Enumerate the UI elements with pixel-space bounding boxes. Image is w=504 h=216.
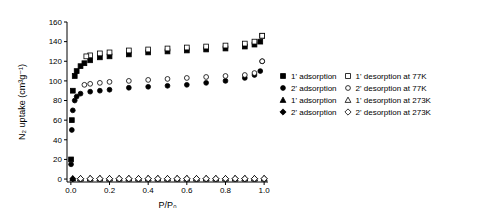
svg-text:0: 0 bbox=[58, 175, 63, 184]
html-text:1' desorption at 273K: 1' desorption at 273K bbox=[355, 95, 431, 105]
html-text:2' adsorption: 2' adsorption bbox=[291, 83, 337, 93]
html-text:1' adsorption: 1' adsorption bbox=[291, 71, 337, 81]
svg-text:0.8: 0.8 bbox=[220, 186, 232, 195]
html-text:1' desorption at 77K: 1' desorption at 77K bbox=[355, 71, 427, 81]
svg-text:160: 160 bbox=[49, 18, 63, 27]
svg-text:N₂ uptake (cm³g⁻¹): N₂ uptake (cm³g⁻¹) bbox=[17, 64, 27, 140]
svg-text:140: 140 bbox=[49, 37, 63, 46]
svg-text:40: 40 bbox=[53, 136, 62, 145]
html-text:2' adsorption: 2' adsorption bbox=[291, 107, 337, 117]
svg-text:100: 100 bbox=[49, 77, 63, 86]
svg-text:0.0: 0.0 bbox=[65, 186, 77, 195]
svg-text:P/P₀: P/P₀ bbox=[158, 200, 177, 208]
svg-text:60: 60 bbox=[53, 116, 62, 125]
html-text:2' desorption at 77K: 2' desorption at 77K bbox=[355, 83, 427, 93]
svg-text:1.0: 1.0 bbox=[259, 186, 271, 195]
svg-text:0.6: 0.6 bbox=[181, 186, 193, 195]
svg-text:20: 20 bbox=[53, 155, 62, 164]
html-text:1' adsorption: 1' adsorption bbox=[291, 95, 337, 105]
svg-text:80: 80 bbox=[53, 96, 62, 105]
svg-text:0.2: 0.2 bbox=[104, 186, 116, 195]
html-text:2' desorption at 273K: 2' desorption at 273K bbox=[355, 107, 431, 117]
svg-text:120: 120 bbox=[49, 57, 63, 66]
svg-text:0.4: 0.4 bbox=[143, 186, 155, 195]
